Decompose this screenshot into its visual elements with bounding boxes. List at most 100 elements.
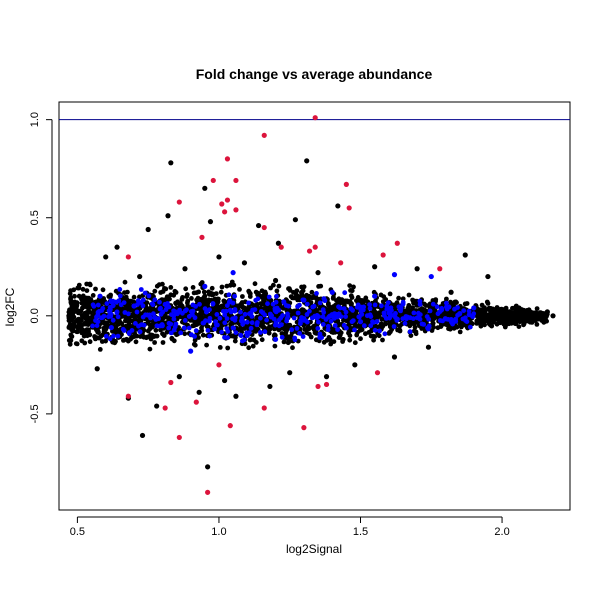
series-0-point [145,226,151,233]
blue-point [148,315,153,321]
series-2-point [346,205,352,211]
background-point [400,296,406,302]
blue-point [242,311,248,317]
blue-point [393,311,398,316]
background-point [150,320,156,326]
series-1-point [329,289,335,295]
series-2-point [312,244,318,250]
blue-point [278,315,284,321]
series-0-point [66,313,72,319]
blue-point [181,325,187,331]
background-point [76,285,82,291]
background-point [251,337,257,343]
background-point [168,285,174,290]
background-point [387,291,393,297]
blue-point [240,321,246,327]
background-point [444,296,449,302]
blue-point [90,323,95,329]
background-point [160,340,166,345]
background-point [115,327,120,333]
blue-point [150,302,156,308]
background-point [262,290,267,295]
series-2-point [306,248,313,254]
series-0-point [241,260,248,266]
background-point [196,335,201,340]
background-point [387,330,392,335]
series-2-point [199,234,205,240]
blue-point [356,314,362,320]
background-point [448,299,453,305]
background-point [512,317,518,323]
background-point [133,339,139,345]
background-point [156,282,162,287]
background-point [100,287,106,293]
series-0-point [272,277,279,284]
series-0-point [202,185,208,191]
blue-point [212,326,218,332]
background-point [347,283,353,288]
background-point [141,334,147,340]
background-point [213,291,219,296]
series-1-point [428,273,434,280]
blue-point [232,307,238,312]
background-point [196,289,202,295]
background-point [240,294,245,299]
series-1-point [244,332,250,339]
series-2-point [437,266,443,272]
blue-point [283,303,289,308]
blue-point [325,327,331,333]
background-point [377,310,382,316]
series-0-point [544,309,550,315]
series-0-point [137,273,143,280]
series-0-point [414,266,420,272]
blue-point [140,303,146,309]
series-1-point [456,311,463,317]
series-2-point [176,434,182,441]
background-point [85,314,91,320]
background-point [363,298,369,303]
x-tick-label: 2.0 [494,526,509,538]
background-point [90,293,96,298]
blue-point [260,310,266,316]
blue-point [320,314,326,320]
series-2-point [222,209,228,215]
blue-point [266,294,272,300]
blue-point [205,328,211,333]
background-point [352,340,358,346]
background-point [457,329,463,335]
blue-point [258,315,263,321]
blue-point [416,315,422,320]
series-2-point [233,207,239,213]
blue-point [258,330,263,335]
blue-point [110,317,116,323]
background-point [480,314,486,319]
background-point [376,333,382,339]
series-2-point [312,115,318,121]
blue-point [453,319,459,324]
background-point [219,303,225,309]
background-point [411,328,417,334]
background-point [356,297,362,303]
background-point [370,333,376,339]
blue-point [317,300,323,306]
data-points [66,115,556,495]
blue-point [110,303,116,308]
background-point [354,332,360,338]
background-point [401,308,407,314]
series-0-point [182,266,188,272]
blue-point [223,308,229,314]
background-point [67,341,73,347]
background-point [347,333,353,338]
background-point [335,318,341,324]
blue-point [372,327,378,333]
blue-point [300,334,306,339]
blue-point [385,300,391,305]
background-point [534,322,540,327]
background-point [210,292,215,298]
series-0-point [205,464,211,470]
background-point [122,290,127,295]
background-point [125,315,131,321]
background-point [144,300,150,306]
background-point [68,332,74,338]
